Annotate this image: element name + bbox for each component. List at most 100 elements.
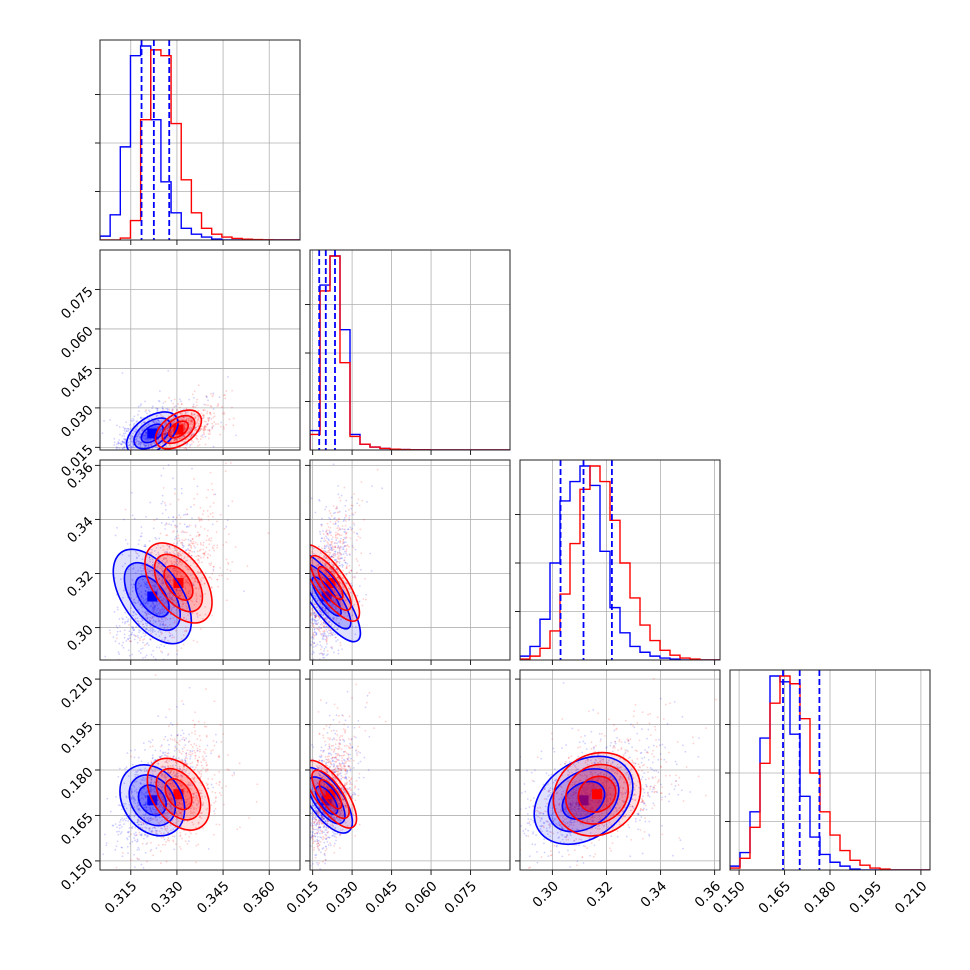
sample-point (101, 451, 103, 453)
sample-point (336, 617, 338, 620)
sample-point (171, 431, 174, 434)
sample-point (140, 467, 142, 469)
sample-point (214, 733, 217, 736)
sample-point (165, 444, 168, 447)
sample-point (150, 653, 153, 656)
sample-point (176, 554, 179, 556)
sample-point (204, 435, 207, 438)
sample-point (184, 538, 187, 541)
sample-point (179, 574, 182, 577)
sample-point (322, 634, 325, 637)
sample-point (207, 437, 210, 440)
sample-point (144, 602, 147, 604)
sample-point (144, 593, 147, 596)
sample-point (161, 407, 164, 410)
sample-point (155, 612, 158, 615)
sample-point (168, 594, 171, 597)
sample-point (121, 440, 124, 443)
sample-point (156, 588, 159, 590)
sample-point (153, 826, 156, 829)
sample-point (325, 636, 328, 639)
sample-point (186, 513, 188, 516)
sample-point (354, 626, 357, 628)
sample-point (159, 612, 162, 615)
sample-point (332, 570, 335, 573)
sample-point (153, 606, 155, 608)
sample-point (132, 432, 134, 435)
sample-point (128, 444, 131, 446)
sample-point (150, 426, 153, 429)
sample-point (175, 775, 178, 777)
sample-point (183, 423, 186, 425)
sample-point (122, 596, 124, 599)
sample-point (182, 634, 185, 637)
grid (100, 670, 300, 870)
sample-point (329, 512, 332, 515)
sample-point (168, 396, 170, 399)
sample-point (327, 635, 330, 637)
sample-point (183, 759, 186, 761)
sample-point (332, 523, 335, 525)
sample-point (352, 513, 355, 516)
sample-point (137, 636, 140, 639)
sample-point (186, 513, 189, 516)
sample-point (178, 437, 181, 440)
sample-point (151, 561, 154, 564)
sample-point (173, 612, 176, 614)
sample-point (139, 443, 142, 445)
sample-point (139, 769, 142, 771)
sample-point (151, 812, 154, 814)
sample-point (142, 776, 145, 779)
sample-point (381, 487, 384, 490)
sample-point (143, 438, 146, 441)
sample-point (140, 595, 143, 598)
sample-point (312, 646, 315, 648)
sample-point (186, 411, 189, 413)
sample-point (303, 634, 305, 636)
sample-point (145, 801, 148, 803)
sample-point (334, 554, 337, 557)
sample-point (331, 549, 333, 551)
sample-point (135, 552, 138, 554)
sample-point (161, 599, 164, 602)
sample-point (122, 618, 125, 621)
sample-point (187, 544, 190, 547)
sample-point (122, 518, 125, 521)
sample-point (323, 635, 326, 637)
sample-point (175, 587, 178, 590)
sample-point (195, 401, 198, 404)
sample-point (191, 420, 194, 422)
sample-point (209, 411, 211, 414)
sample-point (301, 633, 303, 635)
sample-point (210, 752, 213, 755)
sample-point (159, 546, 162, 549)
sample-point (153, 442, 155, 444)
sample-point (327, 551, 329, 554)
sample-point (291, 774, 293, 776)
sample-point (324, 564, 327, 566)
sample-point (344, 537, 347, 540)
sample-point (163, 433, 166, 436)
sample-point (140, 573, 142, 576)
sample-point (163, 825, 166, 828)
sample-point (334, 636, 337, 639)
sample-point (330, 646, 332, 649)
sample-point (150, 761, 153, 764)
sample-point (168, 568, 171, 570)
sample-point (155, 553, 158, 556)
sample-point (361, 499, 364, 502)
sample-point (342, 538, 345, 541)
sample-point (174, 518, 177, 521)
sample-point (107, 665, 109, 667)
sample-point (151, 615, 154, 618)
sample-point (139, 445, 142, 448)
sample-point (148, 619, 151, 622)
sample-point (170, 597, 173, 600)
sample-point (182, 531, 185, 534)
sample-point (322, 621, 325, 624)
sample-point (163, 433, 166, 436)
sample-point (338, 558, 340, 560)
sample-point (314, 613, 317, 616)
sample-point (171, 427, 174, 430)
sample-point (325, 535, 327, 538)
